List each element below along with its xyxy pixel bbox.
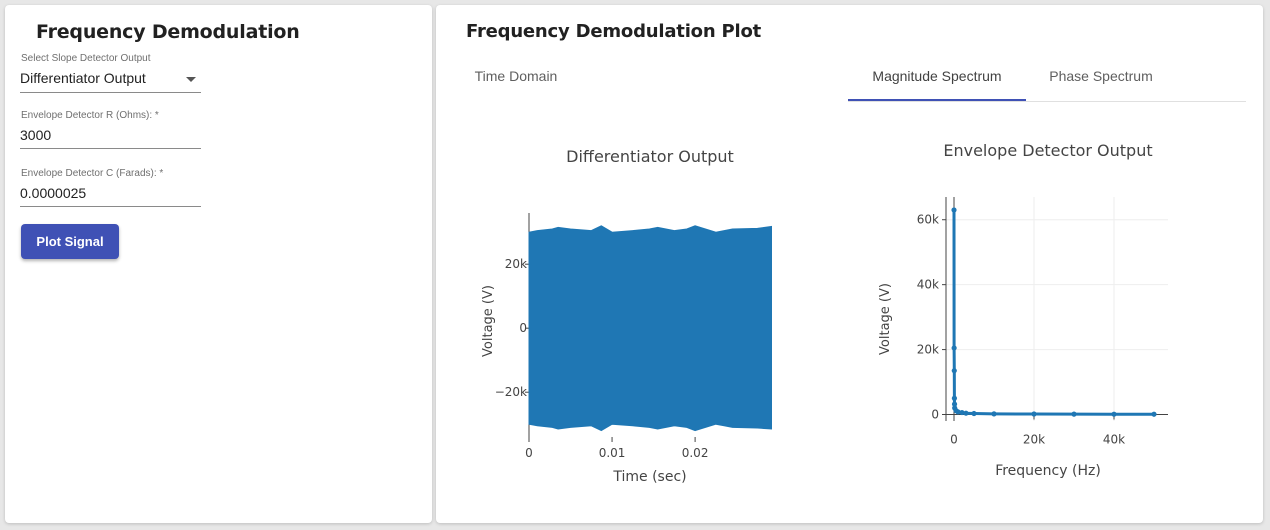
c-field-underline: [20, 206, 201, 207]
slope-detector-select[interactable]: Differentiator Output: [20, 67, 201, 93]
data-point: [1031, 411, 1037, 417]
tab-time-domain[interactable]: Time Domain: [474, 68, 558, 84]
chevron-down-icon: [186, 77, 196, 82]
data-point: [951, 368, 957, 374]
envelope-c-field[interactable]: 0.0000025: [20, 182, 201, 208]
tab-magnitude-spectrum[interactable]: Magnitude Spectrum: [872, 68, 1002, 84]
data-point: [991, 411, 997, 417]
tabs-divider: [848, 101, 1246, 102]
x-tick-label: 0: [950, 433, 958, 447]
form-card: Frequency Demodulation Select Slope Dete…: [5, 5, 432, 523]
plot-signal-button[interactable]: Plot Signal: [21, 224, 119, 259]
y-axis-label: Voltage (V): [878, 283, 893, 355]
chart-title: Differentiator Output: [566, 147, 734, 166]
y-tick-label: 0: [931, 408, 939, 422]
tab-active-indicator: [848, 99, 1026, 101]
x-tick-label: 20k: [1023, 433, 1045, 447]
c-field-label: Envelope Detector C (Farads): *: [21, 168, 164, 179]
envelope-r-field[interactable]: 3000: [20, 124, 201, 150]
x-tick-label: 0: [525, 446, 533, 460]
data-point: [951, 395, 958, 401]
x-axis-label: Time (sec): [612, 469, 686, 485]
envelope-detector-output-chart: Envelope Detector Output Voltage (V) Fre…: [878, 141, 1168, 479]
data-point: [951, 345, 957, 351]
tab-phase-spectrum[interactable]: Phase Spectrum: [1049, 68, 1153, 84]
y-axis-label: Voltage (V): [481, 285, 496, 357]
x-tick-label: 0.01: [599, 446, 626, 460]
signal-band: [528, 225, 772, 432]
x-tick-label: 0.02: [682, 446, 709, 460]
data-point: [951, 207, 957, 213]
data-point: [1071, 411, 1077, 417]
y-tick-label: 40k: [917, 278, 939, 292]
data-point: [955, 409, 961, 415]
select-underline: [20, 92, 201, 93]
y-tick-label: −20k: [495, 385, 527, 399]
x-tick-label: 40k: [1103, 433, 1125, 447]
r-field-underline: [20, 148, 201, 149]
slope-select-value: Differentiator Output: [20, 70, 146, 86]
data-point: [1111, 411, 1117, 417]
r-field-value: 3000: [20, 127, 52, 143]
data-point: [971, 410, 977, 417]
y-tick-label: 60k: [917, 213, 939, 227]
y-tick-label: 20k: [917, 343, 939, 357]
series-line: [952, 209, 1154, 416]
plot-card: Frequency Demodulation Plot Time Domain …: [436, 5, 1263, 523]
data-point: [951, 401, 958, 407]
data-point: [959, 409, 965, 416]
chart-title: Envelope Detector Output: [943, 141, 1152, 160]
c-field-value: 0.0000025: [20, 185, 87, 201]
y-tick-label: 0: [519, 321, 527, 335]
form-title: Frequency Demodulation: [36, 21, 300, 43]
y-tick-label: 20k: [505, 257, 527, 271]
data-point: [1151, 411, 1157, 417]
x-axis-label: Frequency (Hz): [995, 463, 1101, 479]
slope-select-label: Select Slope Detector Output: [21, 53, 151, 64]
data-point: [963, 410, 969, 416]
differentiator-output-chart: Differentiator Output Voltage (V) Time (…: [481, 147, 772, 485]
r-field-label: Envelope Detector R (Ohms): *: [21, 110, 159, 121]
plot-panel-title: Frequency Demodulation Plot: [466, 21, 762, 42]
